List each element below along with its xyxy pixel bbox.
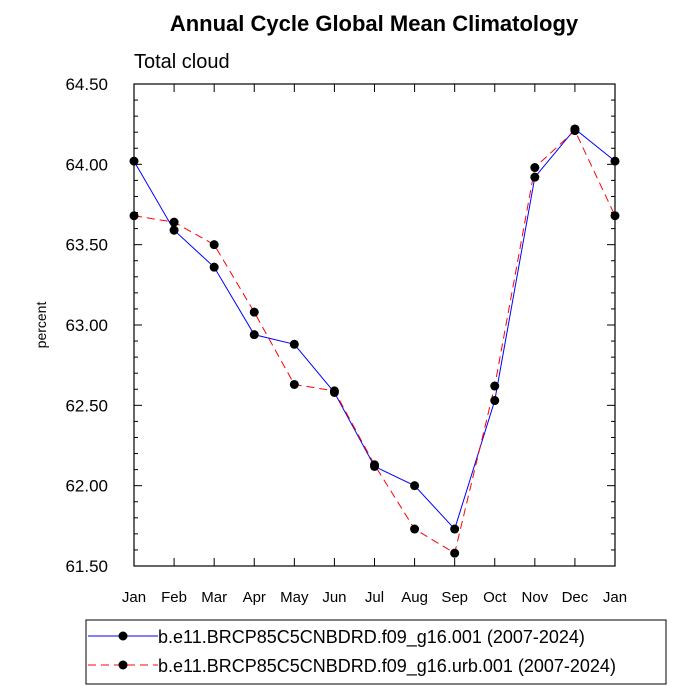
data-point-series-2 (570, 126, 580, 136)
data-point-series-2 (209, 240, 219, 250)
y-tick-label: 63.50 (65, 236, 108, 255)
data-point-series-1 (450, 524, 460, 534)
y-tick-labels: 61.50 62.00 62.50 63.00 63.50 64.00 64.50 (65, 75, 108, 576)
data-point-series-2 (249, 307, 259, 317)
data-point-series-1 (610, 156, 620, 166)
legend-label-series-2: b.e11.BRCP85C5CNBDRD.f09_g16.urb.001 (20… (158, 656, 616, 677)
data-point-series-2 (490, 381, 500, 391)
data-point-series-2 (129, 211, 139, 221)
data-point-series-2 (289, 379, 299, 389)
x-tick-label: Jun (322, 589, 346, 606)
y-tick-label: 62.00 (65, 477, 108, 496)
y-tick-label: 64.00 (65, 155, 108, 174)
data-point-series-1 (530, 172, 540, 182)
x-tick-label: Nov (521, 589, 548, 606)
y-tick-label: 63.00 (65, 316, 108, 335)
data-point-series-1 (490, 396, 500, 406)
legend-box (85, 619, 667, 685)
legend-marker-series-2 (118, 660, 128, 670)
data-point-series-2 (450, 548, 460, 558)
x-tick-label: Jul (365, 589, 384, 606)
data-point-series-1 (209, 262, 219, 272)
axis-ticks (133, 83, 616, 567)
x-tick-label: Jan (122, 589, 146, 606)
data-point-series-2 (530, 163, 540, 173)
x-tick-label: Jan (603, 589, 627, 606)
y-tick-label: 61.50 (65, 557, 108, 576)
x-tick-label: Oct (483, 589, 507, 606)
data-point-series-2 (329, 386, 339, 396)
y-axis-label: percent (33, 302, 49, 349)
plot-frame (133, 83, 616, 567)
x-tick-label: Dec (562, 589, 589, 606)
series-line-2 (133, 129, 616, 554)
data-point-series-2 (410, 524, 420, 534)
legend-label-series-1: b.e11.BRCP85C5CNBDRD.f09_g16.001 (2007-2… (158, 627, 585, 648)
data-point-series-1 (289, 339, 299, 349)
legend: b.e11.BRCP85C5CNBDRD.f09_g16.001 (2007-2… (85, 619, 667, 685)
x-tick-label: Feb (161, 589, 187, 606)
data-point-series-2 (169, 217, 179, 227)
data-point-series-1 (169, 225, 179, 235)
x-tick-label: Sep (441, 589, 468, 606)
y-tick-label: 62.50 (65, 396, 108, 415)
x-tick-label: Apr (243, 589, 266, 606)
x-tick-label: Mar (201, 589, 227, 606)
y-tick-label: 64.50 (65, 75, 108, 94)
data-point-series-1 (129, 156, 139, 166)
x-tick-label: Aug (401, 589, 428, 606)
chart-title: Annual Cycle Global Mean Climatology (170, 11, 579, 36)
data-point-series-2 (370, 460, 379, 470)
x-tick-labels: Jan Feb Mar Apr May Jun Jul Aug Sep Oct Nov Dec Jan (122, 589, 627, 606)
data-point-series-1 (249, 330, 259, 340)
series-layer (129, 124, 620, 558)
data-point-series-1 (410, 481, 420, 491)
x-tick-label: May (280, 589, 309, 606)
legend-marker-series-1 (118, 631, 128, 641)
data-point-series-2 (610, 211, 620, 221)
chart-subtitle: Total cloud (134, 51, 230, 73)
